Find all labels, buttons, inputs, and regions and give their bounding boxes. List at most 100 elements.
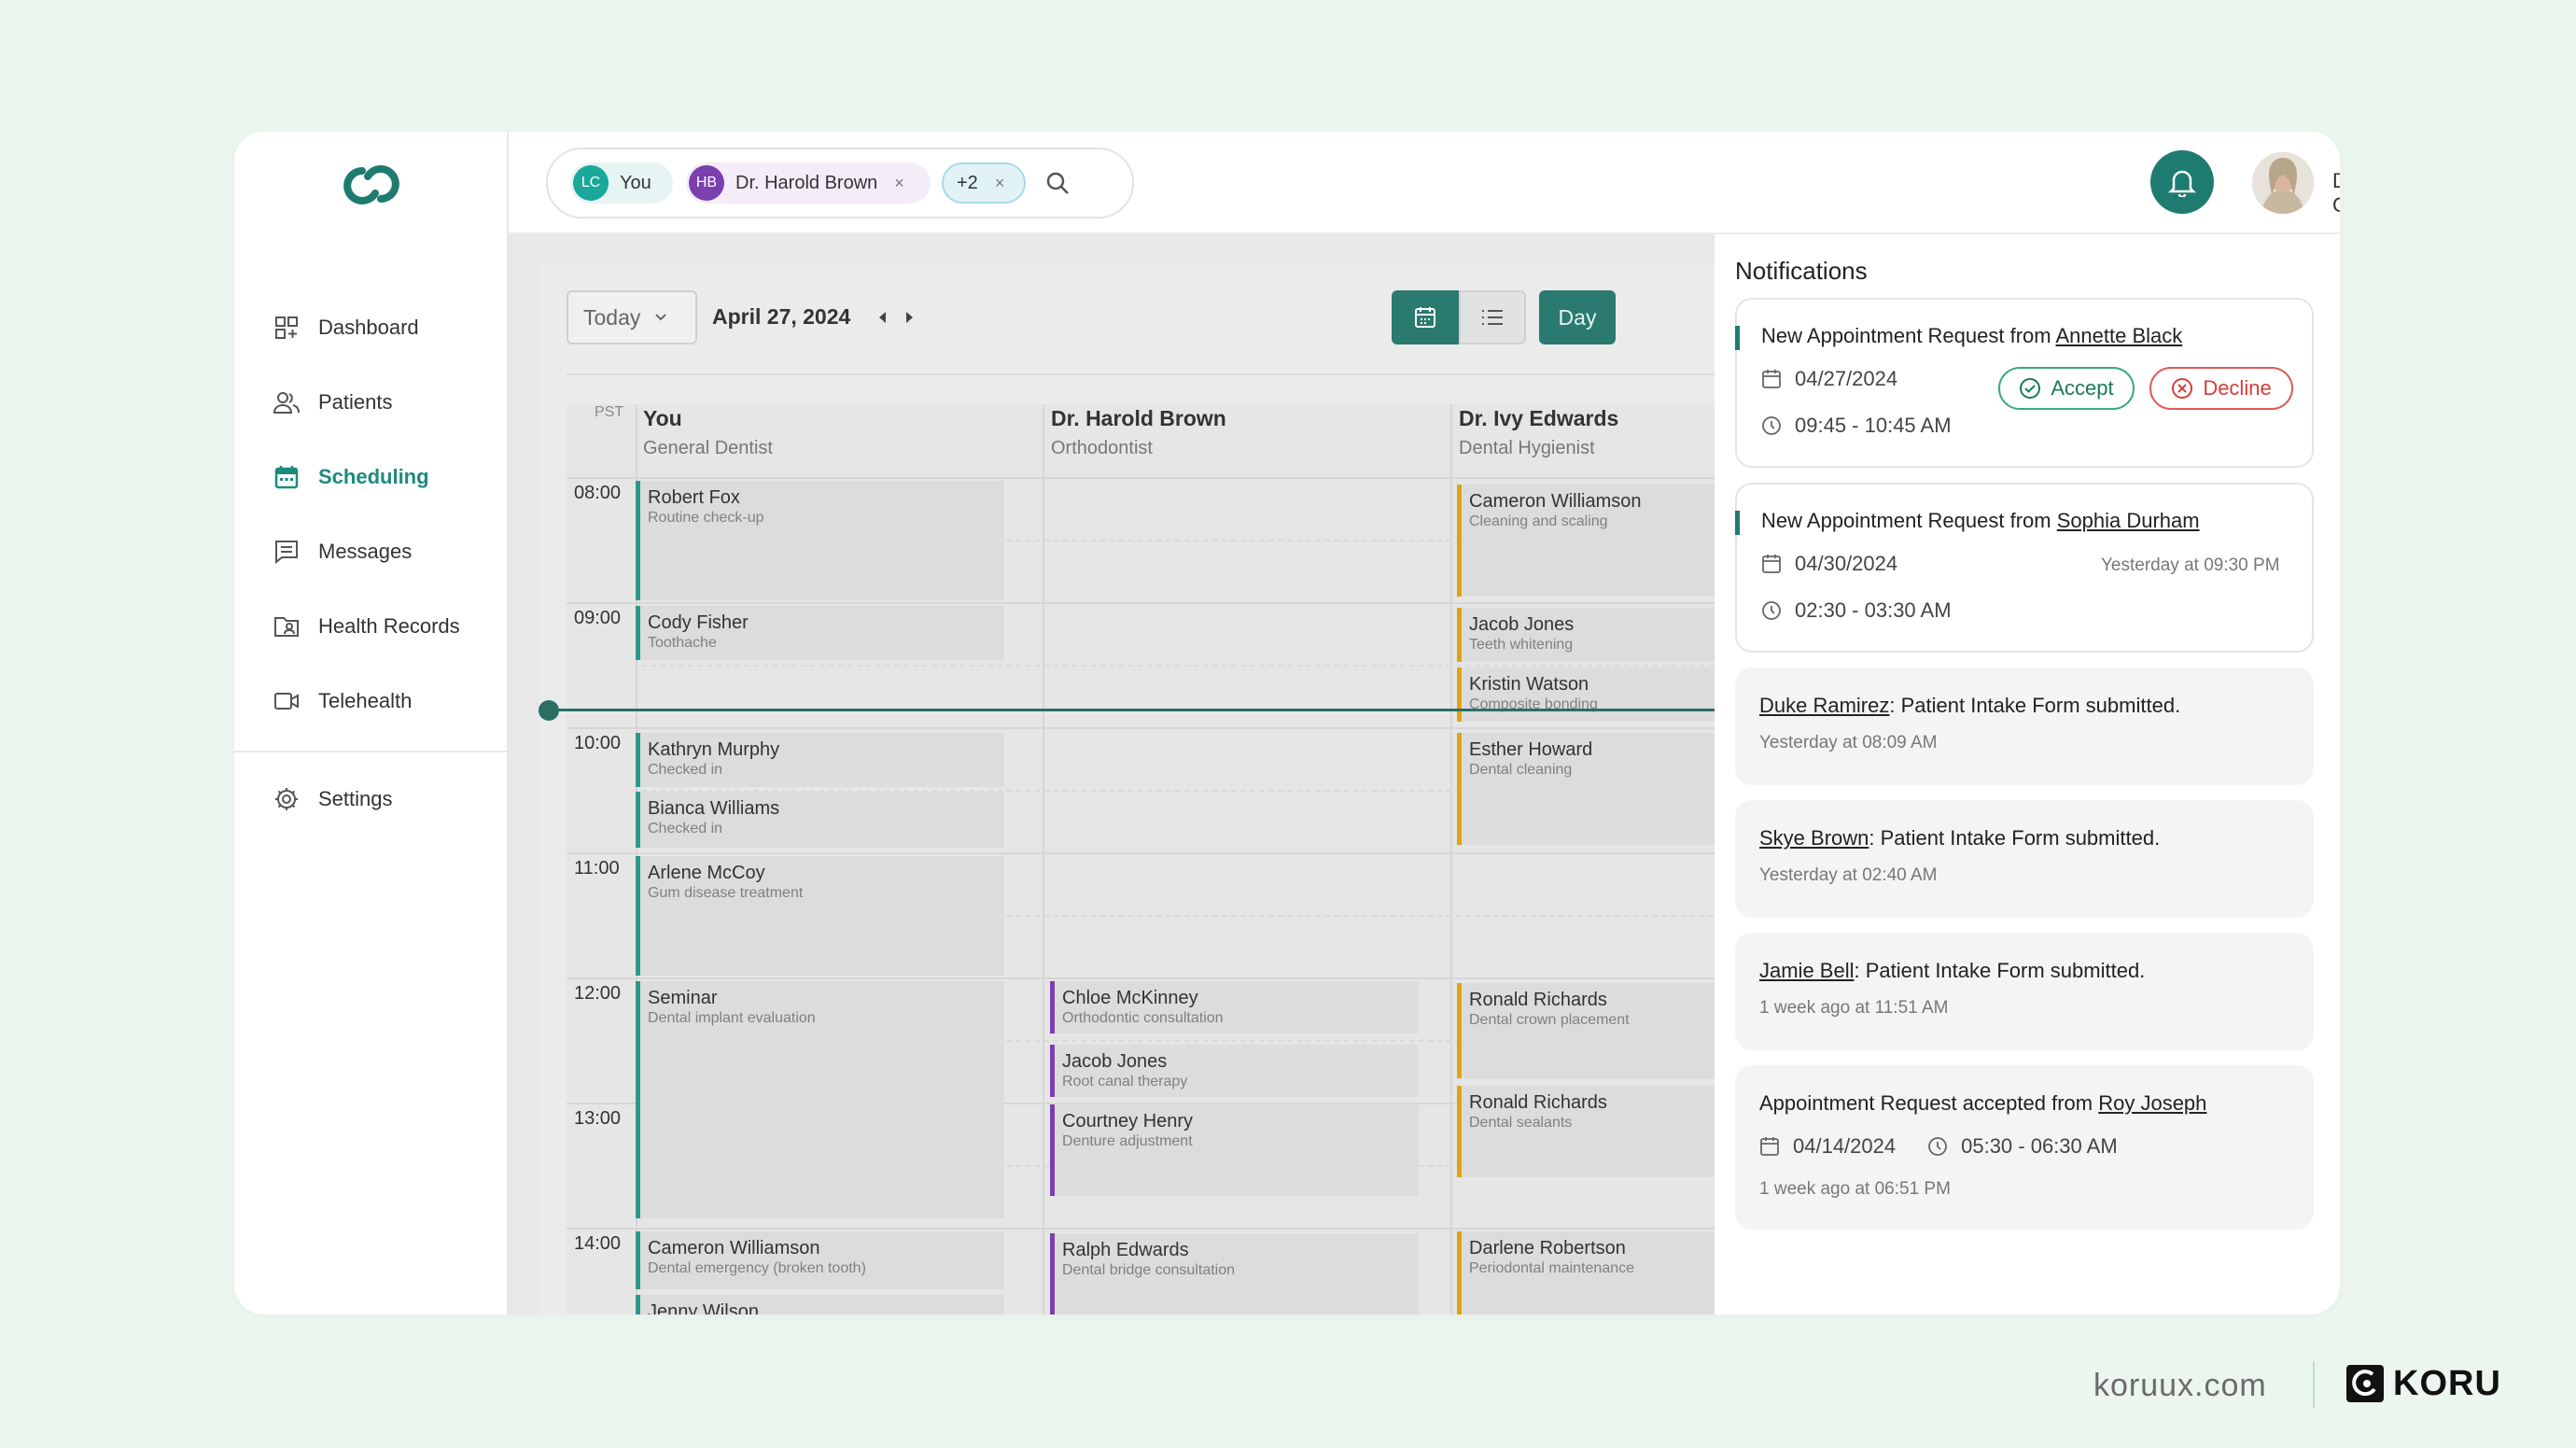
appointment-card[interactable]: Bianca Williams Checked in	[636, 792, 1004, 848]
patients-icon	[272, 387, 301, 417]
appointment-reason: Dental sealants	[1469, 1115, 1573, 1131]
provider-role: Dental Hygienist	[1459, 438, 1595, 458]
appointment-card[interactable]: Seminar Dental implant evaluation	[636, 981, 1004, 1218]
appointment-card[interactable]: Arlene McCoy Gum disease treatment	[636, 856, 1004, 976]
provider-role: General Dentist	[643, 438, 773, 458]
appointment-reason: Composite bonding	[1469, 696, 1598, 712]
appointment-patient: Darlene Robertson	[1469, 1238, 1626, 1258]
appointment-patient: Ronald Richards	[1469, 1092, 1607, 1113]
decline-button[interactable]: Decline	[2149, 367, 2293, 410]
clock-icon	[1762, 601, 1781, 620]
notification-text: Duke Ramirez: Patient Intake Form submit…	[1759, 694, 2180, 718]
sidebar-item-dashboard[interactable]: Dashboard	[272, 309, 419, 346]
sidebar-item-settings[interactable]: Settings	[272, 780, 393, 818]
accept-button[interactable]: Accept	[1998, 367, 2135, 410]
patient-link[interactable]: Sophia Durham	[2056, 509, 2200, 532]
patient-link[interactable]: Jamie Bell	[1759, 959, 1855, 982]
remove-chip-icon[interactable]: ×	[894, 173, 904, 192]
appointment-patient: Ronald Richards	[1469, 990, 1607, 1010]
notification-prefix: New Appointment Request from	[1761, 509, 2057, 532]
time-label: 09:00	[574, 608, 622, 628]
calendar-view-button[interactable]	[1392, 290, 1459, 344]
notification-card[interactable]: New Appointment Request from Sophia Durh…	[1735, 483, 2314, 653]
appointment-patient: Seminar	[648, 988, 718, 1008]
appointment-card[interactable]: Jacob Jones Teeth whitening	[1457, 608, 1715, 662]
day-view-dropdown[interactable]: Day	[1539, 290, 1616, 344]
sidebar-item-label: Messages	[318, 540, 413, 563]
appointment-card[interactable]: Cameron Williamson Dental emergency (bro…	[636, 1231, 1004, 1289]
sidebar-item-health-records[interactable]: Health Records	[272, 608, 460, 645]
unread-indicator	[1735, 326, 1740, 350]
patient-link[interactable]: Roy Joseph	[2098, 1091, 2207, 1115]
appointment-card[interactable]: Kathryn Murphy Checked in	[636, 733, 1004, 787]
patient-link[interactable]: Annette Black	[2055, 324, 2183, 347]
appointment-card[interactable]: Esther Howard Dental cleaning	[1457, 733, 1715, 845]
schedule-grid: PST You General Dentist Dr. Harold Brown…	[567, 404, 1715, 1314]
prev-day-icon[interactable]	[876, 309, 889, 326]
time-value: 09:45 - 10:45 AM	[1795, 414, 1952, 437]
chip-more[interactable]: +2 ×	[942, 162, 1026, 204]
appointment-card[interactable]: Jacob Jones Root canal therapy	[1050, 1045, 1419, 1097]
appointment-card[interactable]: Cody Fisher Toothache	[636, 606, 1004, 660]
today-dropdown[interactable]: Today	[567, 290, 697, 344]
appointment-patient: Chloe McKinney	[1062, 988, 1198, 1008]
sidebar-item-telehealth[interactable]: Telehealth	[272, 682, 412, 720]
next-day-icon[interactable]	[903, 309, 916, 326]
sidebar-item-patients[interactable]: Patients	[272, 384, 393, 421]
notification-card[interactable]: Duke Ramirez: Patient Intake Form submit…	[1735, 668, 2314, 785]
notification-card[interactable]: Skye Brown: Patient Intake Form submitte…	[1735, 800, 2314, 918]
patient-link[interactable]: Skye Brown	[1759, 826, 1869, 850]
appointment-patient: Cameron Williamson	[1469, 491, 1642, 512]
notification-card[interactable]: New Appointment Request from Annette Bla…	[1735, 298, 2314, 468]
sidebar-item-messages[interactable]: Messages	[272, 533, 412, 570]
sidebar-item-scheduling[interactable]: Scheduling	[272, 458, 429, 496]
appointment-card[interactable]: Robert Fox Routine check-up	[636, 481, 1004, 600]
koru-logo-icon	[2346, 1365, 2384, 1402]
search-icon[interactable]	[1043, 168, 1074, 200]
time-value: 02:30 - 03:30 AM	[1795, 598, 1952, 622]
appointment-patient: Jenny Wilson	[648, 1301, 759, 1314]
appointment-patient: Arlene McCoy	[648, 863, 765, 883]
chip-you[interactable]: LC You	[570, 162, 673, 204]
appointment-reason: Periodontal maintenance	[1469, 1260, 1635, 1276]
notifications-button[interactable]	[2150, 150, 2214, 214]
appointment-card[interactable]: Ralph Edwards Dental bridge consultation	[1050, 1233, 1419, 1314]
hour-line	[567, 1103, 1715, 1104]
appointment-patient: Cody Fisher	[648, 612, 749, 633]
calendar-icon	[1760, 1137, 1779, 1156]
appointment-card[interactable]: Ronald Richards Dental sealants	[1457, 1086, 1715, 1177]
appointment-card[interactable]: Chloe McKinney Orthodontic consultation	[1050, 981, 1419, 1033]
appointment-card[interactable]: Jenny Wilson	[636, 1295, 1004, 1314]
provider-filter[interactable]: LC You HB Dr. Harold Brown × +2 ×	[546, 148, 1134, 218]
hour-line	[567, 1228, 1715, 1230]
chip-harold-brown[interactable]: HB Dr. Harold Brown ×	[686, 162, 931, 204]
column-divider	[1450, 404, 1452, 1314]
brand-logo: KORU	[2345, 1363, 2501, 1404]
remove-chip-icon[interactable]: ×	[994, 173, 1005, 192]
appointment-patient: Esther Howard	[1469, 739, 1593, 760]
timezone-label: PST	[595, 404, 624, 420]
notification-prefix: Appointment Request accepted from	[1759, 1091, 2099, 1115]
time-label: 11:00	[574, 858, 620, 879]
video-icon	[272, 686, 301, 716]
appointment-card[interactable]: Darlene Robertson Periodontal maintenanc…	[1457, 1231, 1715, 1314]
list-view-button[interactable]	[1459, 290, 1526, 344]
time-label: 14:00	[574, 1233, 622, 1254]
notification-card[interactable]: Jamie Bell: Patient Intake Form submitte…	[1735, 933, 2314, 1050]
user-avatar[interactable]	[2252, 152, 2314, 214]
appointment-card[interactable]: Courtney Henry Denture adjustment	[1050, 1104, 1419, 1196]
half-hour-line	[641, 1040, 1715, 1042]
user-name[interactable]: Dr. Luis Carolyn	[2332, 169, 2340, 217]
appointment-card[interactable]: Cameron Williamson Cleaning and scaling	[1457, 485, 1715, 597]
patient-link[interactable]: Duke Ramirez	[1759, 694, 1890, 717]
messages-icon	[272, 537, 301, 567]
appointment-card[interactable]: Ronald Richards Dental crown placement	[1457, 983, 1715, 1078]
calendar-icon	[1762, 555, 1781, 573]
time-label: 08:00	[574, 483, 622, 503]
x-circle-icon	[2172, 378, 2193, 399]
accept-label: Accept	[2051, 376, 2114, 400]
notification-card[interactable]: Appointment Request accepted from Roy Jo…	[1735, 1065, 2314, 1230]
app-logo[interactable]	[342, 162, 401, 208]
appointment-card[interactable]: Kristin Watson Composite bonding	[1457, 668, 1715, 722]
hour-line	[567, 477, 1715, 479]
